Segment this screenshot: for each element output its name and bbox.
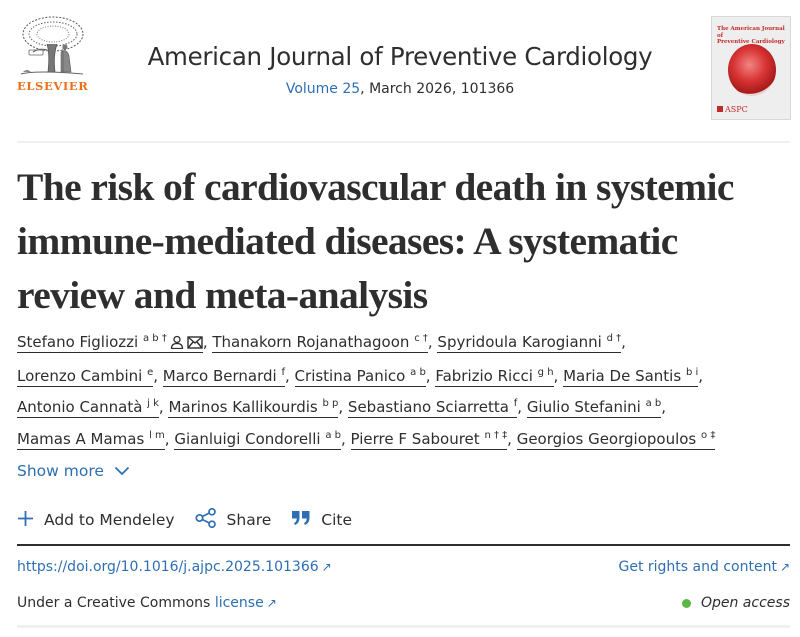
open-access-dot-icon <box>681 598 691 608</box>
author-affiliation-marks: n † ‡ <box>484 429 508 441</box>
author-affiliation-marks: c † <box>414 333 428 344</box>
author-link[interactable]: Pierre F Sabouret n † ‡ <box>350 429 508 450</box>
actions-divider <box>17 544 790 546</box>
external-link-icon: ↗ <box>266 596 277 610</box>
author-link[interactable]: Mamas A Mamas l m <box>17 429 165 450</box>
author-name: Antonio Cannatà <box>17 398 143 417</box>
author-link[interactable]: Marinos Kallikourdis b p <box>168 398 339 419</box>
show-more-button[interactable]: Show more <box>17 462 130 480</box>
author-list: Stefano Figliozzi a b †, Thanakorn Rojan… <box>17 327 792 455</box>
cover-title-line2: Preventive Cardiology <box>717 39 785 45</box>
share-label: Share <box>226 511 272 529</box>
author-name: Maria De Santis <box>563 366 682 385</box>
author-affiliation-marks: a b <box>645 398 662 410</box>
author-link[interactable]: Spyridoula Karogianni d † <box>437 333 622 353</box>
author-affiliation-marks: f <box>513 398 518 410</box>
license-prefix: Under a Creative Commons <box>17 595 215 611</box>
license-link[interactable]: license ↗ <box>215 595 277 611</box>
heart-illustration <box>728 44 776 96</box>
license-statement: Under a Creative Commons license ↗ <box>17 595 277 611</box>
volume-link[interactable]: Volume 25 <box>285 81 361 97</box>
cover-title-line1: The American Journal of <box>717 26 785 39</box>
quote-icon <box>291 510 311 530</box>
share-button[interactable]: Share <box>194 507 272 532</box>
cite-button[interactable]: Cite <box>291 510 352 530</box>
author-name: Stefano Figliozzi <box>17 333 139 351</box>
issue-info: Volume 25, March 2026, 101366 <box>140 81 660 97</box>
publisher-name: ELSEVIER <box>17 79 89 93</box>
author-link[interactable]: Maria De Santis b i <box>563 366 699 387</box>
journal-cover-image[interactable]: The American Journal of Preventive Cardi… <box>711 16 791 120</box>
cover-title: The American Journal of Preventive Cardi… <box>717 26 790 46</box>
author-link[interactable]: Thanakorn Rojanathagoon c † <box>212 333 428 353</box>
mail-icon[interactable] <box>187 329 203 361</box>
cover-society-label: ASPC <box>725 105 748 114</box>
author-name: Cristina Panico <box>294 366 406 385</box>
author-link[interactable]: Gianluigi Condorelli a b <box>174 429 341 450</box>
external-link-icon: ↗ <box>321 560 332 574</box>
author-name: Spyridoula Karogianni <box>437 333 602 351</box>
journal-title[interactable]: American Journal of Preventive Cardiolog… <box>147 42 653 71</box>
author-affiliation-marks: d † <box>606 333 622 344</box>
author-affiliation-marks: b p <box>322 398 339 410</box>
author-link[interactable]: Cristina Panico a b <box>294 366 426 387</box>
elsevier-tree-icon <box>20 16 84 75</box>
add-to-mendeley-label: Add to Mendeley <box>44 511 175 529</box>
author-affiliation-marks: b i <box>685 366 699 378</box>
author-name: Marco Bernardi <box>162 366 277 385</box>
author-name: Thanakorn Rojanathagoon <box>212 333 410 351</box>
footer-divider <box>17 625 790 628</box>
author-name: Pierre F Sabouret <box>350 429 480 448</box>
author-name: Sebastiano Sciarretta <box>347 398 509 417</box>
author-affiliation-marks: g h <box>537 366 554 378</box>
author-name: Fabrizio Ricci <box>435 366 533 385</box>
author-affiliation-marks: l m <box>149 429 165 441</box>
author-affiliation-marks: f <box>281 366 285 378</box>
author-name: Gianluigi Condorelli <box>174 429 321 448</box>
author-link[interactable]: Antonio Cannatà j k <box>17 398 159 419</box>
author-affiliation-marks: a b <box>410 366 426 378</box>
article-actions: Add to Mendeley Share Cite <box>17 507 372 532</box>
author-link[interactable]: Marco Bernardi f <box>162 366 285 387</box>
open-access-badge: Open access <box>681 595 790 611</box>
author-name: Lorenzo Cambini <box>17 366 143 385</box>
issue-details: , March 2026, 101366 <box>360 81 515 97</box>
author-link[interactable]: Giulio Stefanini a b <box>526 398 662 419</box>
aspc-square-icon <box>717 106 723 112</box>
doi-link[interactable]: https://doi.org/10.1016/j.ajpc.2025.1013… <box>17 559 332 575</box>
author-affiliation-marks: o ‡ <box>701 429 716 441</box>
author-affiliation-marks: j k <box>147 398 159 410</box>
author-link[interactable]: Lorenzo Cambini e <box>17 366 154 387</box>
chevron-down-icon <box>114 462 130 480</box>
plus-icon <box>17 510 34 531</box>
author-link[interactable]: Sebastiano Sciarretta f <box>347 398 518 419</box>
author-affiliation-marks: e <box>147 366 154 378</box>
external-link-icon: ↗ <box>779 560 790 574</box>
elsevier-logo[interactable] <box>17 14 87 96</box>
article-title: The risk of cardiovascular death in syst… <box>17 165 734 317</box>
author-affiliation-marks: a b <box>325 429 341 441</box>
open-access-label: Open access <box>700 595 790 611</box>
author-affiliation-marks: a b † <box>143 333 167 344</box>
person-icon[interactable] <box>170 329 184 361</box>
add-to-mendeley-button[interactable]: Add to Mendeley <box>17 510 175 531</box>
cite-label: Cite <box>321 511 353 529</box>
author-name: Marinos Kallikourdis <box>168 398 318 417</box>
share-icon <box>194 507 217 532</box>
cover-society-logo: ASPC <box>717 105 748 114</box>
author-name: Georgios Georgiopoulos <box>516 429 697 448</box>
author-link[interactable]: Georgios Georgiopoulos o ‡ <box>516 429 716 450</box>
author-name: Giulio Stefanini <box>526 398 641 417</box>
header: ELSEVIER American Journal of Preventive … <box>0 0 800 140</box>
author-link[interactable]: Stefano Figliozzi a b † <box>17 333 203 353</box>
license-link-text: license <box>214 595 264 611</box>
get-rights-link[interactable]: Get rights and content ↗ <box>619 559 791 575</box>
rights-text: Get rights and content <box>618 559 777 575</box>
author-name: Mamas A Mamas <box>17 429 145 448</box>
author-link[interactable]: Fabrizio Ricci g h <box>435 366 554 387</box>
show-more-label: Show more <box>17 462 104 480</box>
doi-text: https://doi.org/10.1016/j.ajpc.2025.1013… <box>17 559 319 575</box>
header-divider <box>17 141 790 143</box>
